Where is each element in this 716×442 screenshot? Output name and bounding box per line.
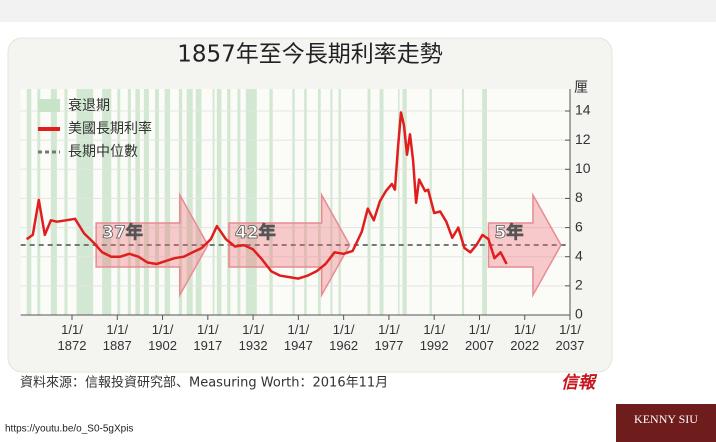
x-tick-label: 1/1/ 2037 xyxy=(555,322,585,353)
x-tick-label: 1/1/ 2022 xyxy=(510,322,540,353)
logo: 信報 xyxy=(561,373,598,393)
x-tick-label: 1/1/ 1947 xyxy=(283,322,313,353)
recession-band xyxy=(402,89,407,315)
x-tick-label: 1/1/ 1932 xyxy=(238,322,268,353)
recession-band xyxy=(143,89,149,315)
recession-band xyxy=(212,89,215,315)
y-tick-label: 6 xyxy=(575,218,583,234)
recession-band xyxy=(482,89,488,315)
badge: KENNY SIU xyxy=(634,412,698,426)
recession-band xyxy=(237,89,241,315)
recession-band xyxy=(397,89,400,315)
period-arrow xyxy=(487,192,562,298)
recession-band xyxy=(102,89,112,315)
recession-band xyxy=(379,89,384,315)
y-tick-label: 10 xyxy=(575,160,591,176)
period-label: 42年 xyxy=(235,222,276,243)
recession-band xyxy=(117,89,121,315)
recession-band xyxy=(164,89,171,315)
legend-label: 美國長期利率 xyxy=(68,120,152,137)
chart-title: 1857年至今長期利率走勢 xyxy=(177,42,443,68)
x-tick-label: 1/1/ 1977 xyxy=(374,322,404,353)
recession-band xyxy=(155,89,159,315)
x-tick-label: 1/1/ 1917 xyxy=(193,322,223,353)
legend-label: 衰退期 xyxy=(68,97,110,114)
url: https://youtu.be/o_S0-5gXpis xyxy=(5,424,133,435)
recession-band xyxy=(338,89,341,315)
recession-band xyxy=(195,89,202,315)
recession-band xyxy=(76,89,94,315)
recession-band xyxy=(461,89,465,315)
y-tick-label: 4 xyxy=(575,247,583,263)
source: 資料來源：信報投資研究部、Measuring Worth：2016年11月 xyxy=(20,375,388,391)
recession-band xyxy=(269,89,273,315)
recession-band xyxy=(245,89,257,315)
recession-band xyxy=(367,89,371,315)
legend: 衰退期 美國長期利率 長期中位數 xyxy=(38,97,152,160)
legend-swatch xyxy=(38,99,60,112)
recession-band xyxy=(227,89,231,315)
recession-band xyxy=(216,89,222,315)
rate-line xyxy=(25,111,508,280)
x-tick-label: 1/1/ 1902 xyxy=(148,322,177,353)
period-arrow xyxy=(95,192,209,298)
y-tick-label: 0 xyxy=(575,306,583,322)
legend-label: 長期中位數 xyxy=(68,144,138,160)
x-tick-label: 1/1/ 1887 xyxy=(102,322,132,353)
period-label: 5年 xyxy=(495,222,524,243)
recession-band xyxy=(26,89,32,315)
badge-bg xyxy=(616,404,716,442)
recession-band xyxy=(127,89,131,315)
recession-band xyxy=(64,89,68,315)
recession-band xyxy=(330,89,333,315)
x-tick-label: 1/1/ 1872 xyxy=(57,322,87,353)
x-tick-label: 1/1/ 1962 xyxy=(329,322,359,353)
recession-band xyxy=(304,89,307,315)
period-label: 37年 xyxy=(102,222,143,243)
recession-band xyxy=(50,89,57,315)
recession-band xyxy=(317,89,321,315)
period-arrow xyxy=(228,192,351,298)
x-tick-label: 1/1/ 1992 xyxy=(419,322,449,353)
recession-band xyxy=(292,89,295,315)
y-tick-label: 8 xyxy=(575,189,583,205)
y-axis-label: 厘 xyxy=(574,80,588,96)
recession-band xyxy=(135,89,140,315)
top-strip xyxy=(0,0,716,22)
y-tick-label: 2 xyxy=(575,277,583,293)
recession-band xyxy=(186,89,193,315)
y-tick-label: 12 xyxy=(575,131,591,147)
x-tick-label: 1/1/ 2007 xyxy=(464,322,494,353)
y-tick-label: 14 xyxy=(575,102,591,118)
